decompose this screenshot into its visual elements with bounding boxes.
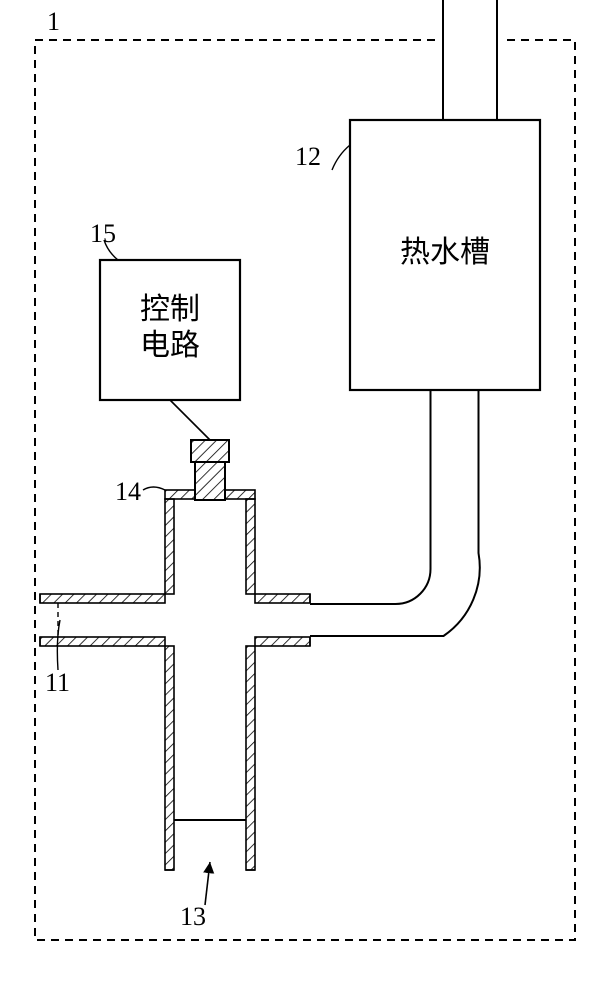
right-pipe-to-tank bbox=[255, 390, 480, 646]
label-1: 1 bbox=[47, 7, 60, 36]
control-text-2: 电路 bbox=[140, 329, 200, 362]
label-13-arrow bbox=[205, 862, 210, 905]
tank-text: 热水槽 bbox=[400, 236, 490, 269]
label-13: 13 bbox=[180, 902, 206, 931]
control-wire bbox=[170, 400, 210, 440]
hot-water-tank: 热水槽 12 bbox=[295, 0, 540, 390]
control-text-1: 控制 bbox=[140, 293, 200, 326]
diagram-svg: 1 热水槽 12 控制 电路 15 14 11 13 bbox=[0, 0, 596, 1000]
left-inlet-pipe bbox=[40, 594, 165, 646]
diagram-stage: 1 热水槽 12 控制 电路 15 14 11 13 bbox=[0, 0, 596, 1000]
control-circuit-box: 控制 电路 15 bbox=[90, 219, 240, 400]
label-11: 11 bbox=[45, 668, 70, 697]
label-12: 12 bbox=[295, 142, 321, 171]
vertical-chamber bbox=[165, 490, 255, 870]
label-14: 14 bbox=[115, 477, 141, 506]
label-15: 15 bbox=[90, 219, 116, 248]
